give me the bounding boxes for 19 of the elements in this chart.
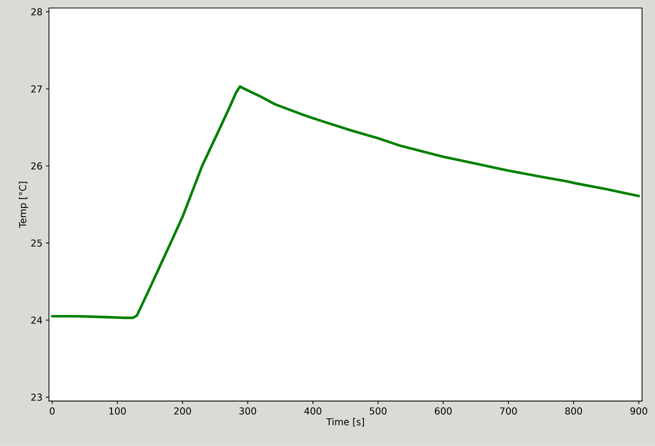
x-tick-label: 0 [50,407,55,415]
y-tick-label: 27 [31,85,42,92]
x-tick-label: 300 [239,407,256,415]
x-tick-label: 600 [434,407,452,415]
y-tick-label: 25 [31,240,42,247]
y-tick-label: 24 [31,316,42,324]
y-tick-label: 26 [31,162,42,170]
x-tick-label: 400 [304,407,322,415]
y-tick-label: 23 [31,394,42,401]
y-axis-title: Temp [°C] [18,182,28,228]
x-tick-label: 900 [630,407,648,415]
y-tick-label: 28 [31,8,42,16]
x-tick-label: 800 [565,407,582,415]
x-tick-label: 100 [109,407,126,415]
x-tick-label: 500 [370,407,386,415]
x-tick-label: 700 [500,407,517,415]
x-axis-title: Time [s] [326,418,364,427]
x-tick-label: 200 [174,407,191,415]
line-series [50,85,640,320]
